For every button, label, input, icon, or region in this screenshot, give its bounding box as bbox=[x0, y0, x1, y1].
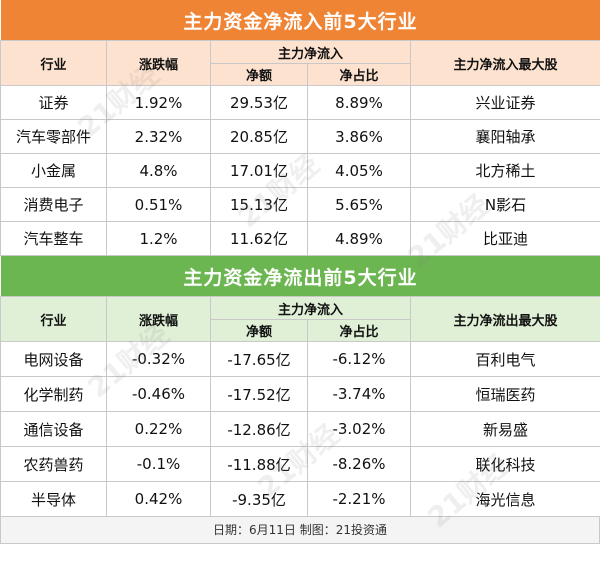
table-row: 电网设备 -0.32% -17.65亿 -6.12% 百利电气 bbox=[0, 341, 600, 377]
amount-cell: 20.85亿 bbox=[210, 119, 308, 154]
footer-caption: 日期：6月11日 制图：21投资通 bbox=[0, 517, 600, 544]
inflow-header-change: 涨跌幅 bbox=[106, 40, 211, 86]
inflow-header-netflow: 主力净流入 bbox=[210, 40, 411, 64]
top-stock-cell: 联化科技 bbox=[409, 446, 600, 482]
change-cell: 2.32% bbox=[106, 119, 211, 154]
inflow-header-top-stock: 主力净流入最大股 bbox=[409, 40, 600, 86]
change-cell: 4.8% bbox=[106, 153, 211, 188]
industry-cell: 化学制药 bbox=[0, 376, 107, 412]
industry-cell: 通信设备 bbox=[0, 411, 107, 447]
top-stock-cell: 兴业证券 bbox=[409, 85, 600, 120]
top-stock-cell: N影石 bbox=[409, 187, 600, 222]
amount-cell: -17.52亿 bbox=[210, 376, 308, 412]
amount-cell: 11.62亿 bbox=[210, 221, 308, 256]
table-row: 小金属 4.8% 17.01亿 4.05% 北方稀土 bbox=[0, 153, 600, 188]
ratio-cell: 3.86% bbox=[307, 119, 411, 154]
outflow-table: 主力资金净流出前5大行业 行业 涨跌幅 主力净流入 主力净流出最大股 净额 净占… bbox=[0, 256, 600, 517]
industry-cell: 汽车整车 bbox=[0, 221, 107, 256]
change-cell: 1.2% bbox=[106, 221, 211, 256]
ratio-cell: -3.74% bbox=[307, 376, 411, 412]
amount-cell: -9.35亿 bbox=[210, 481, 308, 517]
amount-cell: -12.86亿 bbox=[210, 411, 308, 447]
outflow-header-ratio: 净占比 bbox=[307, 319, 411, 342]
inflow-title: 主力资金净流入前5大行业 bbox=[0, 0, 600, 41]
ratio-cell: 8.89% bbox=[307, 85, 411, 120]
top-stock-cell: 海光信息 bbox=[409, 481, 600, 517]
industry-cell: 半导体 bbox=[0, 481, 107, 517]
ratio-cell: -3.02% bbox=[307, 411, 411, 447]
ratio-cell: 5.65% bbox=[307, 187, 411, 222]
change-cell: 0.42% bbox=[106, 481, 211, 517]
amount-cell: 17.01亿 bbox=[210, 153, 308, 188]
amount-cell: -17.65亿 bbox=[210, 341, 308, 377]
table-row: 农药兽药 -0.1% -11.88亿 -8.26% 联化科技 bbox=[0, 446, 600, 482]
change-cell: 1.92% bbox=[106, 85, 211, 120]
table-row: 消费电子 0.51% 15.13亿 5.65% N影石 bbox=[0, 187, 600, 222]
outflow-header-netflow: 主力净流入 bbox=[210, 296, 411, 320]
industry-cell: 消费电子 bbox=[0, 187, 107, 222]
inflow-table: 主力资金净流入前5大行业 行业 涨跌幅 主力净流入 主力净流入最大股 净额 净占… bbox=[0, 0, 600, 256]
industry-cell: 小金属 bbox=[0, 153, 107, 188]
industry-cell: 汽车零部件 bbox=[0, 119, 107, 154]
change-cell: -0.32% bbox=[106, 341, 211, 377]
ratio-cell: -2.21% bbox=[307, 481, 411, 517]
outflow-title: 主力资金净流出前5大行业 bbox=[0, 256, 600, 297]
industry-cell: 证券 bbox=[0, 85, 107, 120]
industry-cell: 农药兽药 bbox=[0, 446, 107, 482]
amount-cell: 15.13亿 bbox=[210, 187, 308, 222]
outflow-header-change: 涨跌幅 bbox=[106, 296, 211, 342]
table-row: 通信设备 0.22% -12.86亿 -3.02% 新易盛 bbox=[0, 411, 600, 447]
inflow-header-amount: 净额 bbox=[210, 63, 308, 86]
ratio-cell: -8.26% bbox=[307, 446, 411, 482]
ratio-cell: 4.05% bbox=[307, 153, 411, 188]
table-row: 半导体 0.42% -9.35亿 -2.21% 海光信息 bbox=[0, 481, 600, 517]
industry-cell: 电网设备 bbox=[0, 341, 107, 377]
change-cell: 0.51% bbox=[106, 187, 211, 222]
inflow-header-ratio: 净占比 bbox=[307, 63, 411, 86]
top-stock-cell: 新易盛 bbox=[409, 411, 600, 447]
inflow-header-industry: 行业 bbox=[0, 40, 107, 86]
top-stock-cell: 恒瑞医药 bbox=[409, 376, 600, 412]
table-row: 证券 1.92% 29.53亿 8.89% 兴业证券 bbox=[0, 85, 600, 120]
outflow-header-industry: 行业 bbox=[0, 296, 107, 342]
top-stock-cell: 北方稀土 bbox=[409, 153, 600, 188]
top-stock-cell: 比亚迪 bbox=[409, 221, 600, 256]
change-cell: -0.46% bbox=[106, 376, 211, 412]
change-cell: 0.22% bbox=[106, 411, 211, 447]
top-stock-cell: 百利电气 bbox=[409, 341, 600, 377]
ratio-cell: -6.12% bbox=[307, 341, 411, 377]
amount-cell: 29.53亿 bbox=[210, 85, 308, 120]
ratio-cell: 4.89% bbox=[307, 221, 411, 256]
outflow-header-top-stock: 主力净流出最大股 bbox=[409, 296, 600, 342]
table-row: 汽车整车 1.2% 11.62亿 4.89% 比亚迪 bbox=[0, 221, 600, 256]
table-row: 汽车零部件 2.32% 20.85亿 3.86% 襄阳轴承 bbox=[0, 119, 600, 154]
amount-cell: -11.88亿 bbox=[210, 446, 308, 482]
top-stock-cell: 襄阳轴承 bbox=[409, 119, 600, 154]
change-cell: -0.1% bbox=[106, 446, 211, 482]
outflow-header-amount: 净额 bbox=[210, 319, 308, 342]
table-row: 化学制药 -0.46% -17.52亿 -3.74% 恒瑞医药 bbox=[0, 376, 600, 412]
